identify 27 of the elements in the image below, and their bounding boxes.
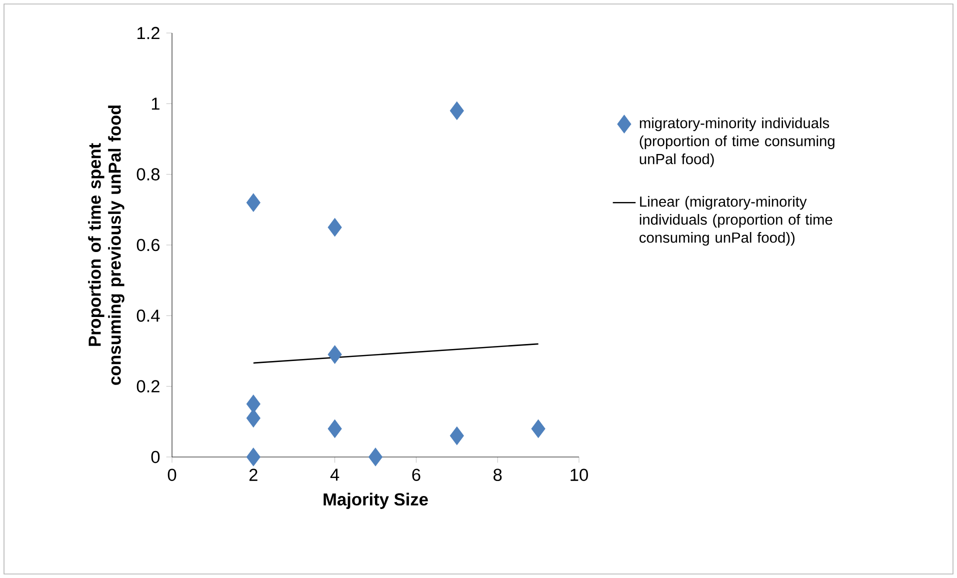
point (450, 101, 464, 120)
point (328, 419, 342, 438)
point (328, 218, 342, 237)
legend-label: Linear (migratory-minority individuals (proportion of time consuming unPal food)) (640, 196, 832, 246)
x-tick-label: 8 (494, 468, 502, 481)
y-tick-label: 1.2 (137, 26, 160, 40)
point (246, 193, 260, 212)
x-tick-label: 4 (330, 468, 340, 481)
y-tick-label: 0.6 (136, 238, 160, 252)
point (246, 394, 260, 414)
y-tick-label: 1 (152, 98, 160, 110)
x-tick-label: 0 (168, 468, 176, 481)
point (531, 419, 546, 438)
point (450, 426, 464, 446)
y-tick-label: 0.2 (136, 380, 160, 392)
y-axis-title: Proportion of time spent consuming previously unPal food (88, 106, 124, 385)
point (246, 448, 260, 466)
point (368, 448, 383, 466)
x-axis-title: Majority Size (324, 492, 428, 509)
x-tick-label: 10 (570, 468, 588, 481)
legend-label: migratory-minority individuals (proportion of time consuming unPal food) (640, 117, 834, 168)
y-tick-label: 0.8 (136, 168, 160, 180)
y-tick-label: 0.4 (136, 310, 160, 322)
x-tick-label: 2 (249, 468, 258, 481)
point (328, 345, 342, 364)
x-tick-label: 6 (412, 468, 420, 481)
y-tick-label: 0 (151, 450, 160, 464)
